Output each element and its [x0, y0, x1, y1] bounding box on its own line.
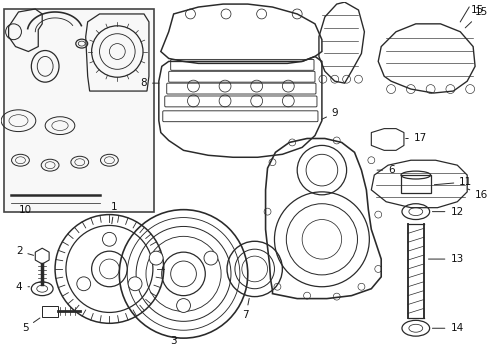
Text: 6: 6: [377, 165, 395, 175]
Text: 12: 12: [432, 207, 464, 217]
Ellipse shape: [102, 233, 116, 246]
Text: 4: 4: [16, 282, 29, 292]
Text: 3: 3: [171, 336, 177, 346]
Text: 16: 16: [468, 189, 489, 200]
Text: 14: 14: [432, 323, 464, 333]
Ellipse shape: [77, 277, 91, 291]
Text: 1: 1: [111, 202, 118, 224]
Text: 8: 8: [140, 78, 159, 88]
Text: 10: 10: [19, 205, 32, 215]
Text: 2: 2: [16, 246, 34, 256]
Text: 15: 15: [471, 5, 485, 15]
Text: 17: 17: [406, 134, 427, 144]
Text: 5: 5: [22, 318, 40, 333]
Circle shape: [176, 298, 191, 312]
Ellipse shape: [128, 277, 142, 291]
Circle shape: [149, 251, 163, 265]
Text: 11: 11: [434, 177, 472, 187]
Text: 9: 9: [321, 108, 339, 120]
Circle shape: [204, 251, 218, 265]
Text: 7: 7: [243, 298, 249, 320]
Text: 13: 13: [428, 254, 464, 264]
Bar: [3, 9, 154, 212]
Text: 15: 15: [465, 7, 489, 28]
